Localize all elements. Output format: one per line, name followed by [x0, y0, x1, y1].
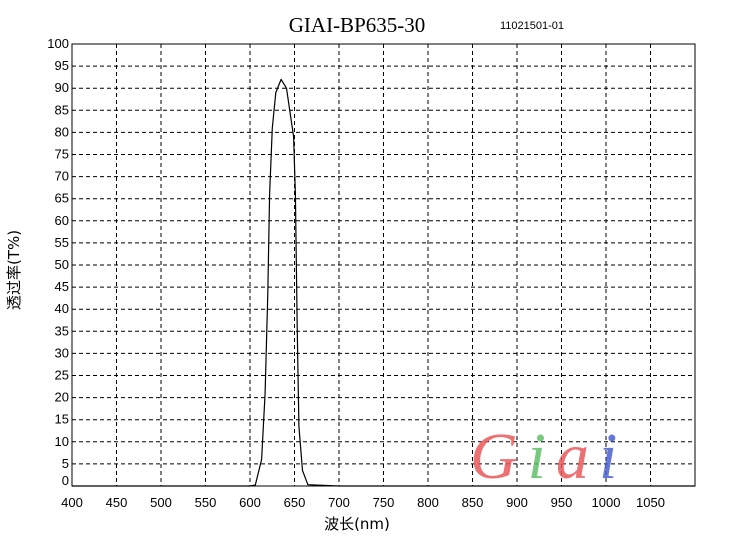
logo-letter: i [599, 420, 627, 493]
y-tick-label: 35 [55, 323, 69, 338]
y-tick-label: 40 [55, 301, 69, 316]
y-axis-label: 透过率(T%) [5, 230, 23, 310]
x-tick-label: 550 [195, 495, 217, 510]
y-tick-label: 95 [55, 58, 69, 73]
x-tick-label: 750 [373, 495, 395, 510]
y-tick-label: 20 [55, 390, 69, 405]
grid [72, 44, 695, 486]
y-tick-label: 80 [55, 124, 69, 139]
y-tick-label: 45 [55, 279, 69, 294]
y-tick-label: 30 [55, 345, 69, 360]
x-tick-label: 650 [284, 495, 306, 510]
x-tick-label: 450 [106, 495, 128, 510]
y-tick-label: 60 [55, 213, 69, 228]
y-tick-label: 70 [55, 169, 69, 184]
x-tick-label: 500 [150, 495, 172, 510]
series [72, 78, 695, 487]
x-tick-label: 700 [328, 495, 350, 510]
logo-letter: G [470, 420, 528, 493]
x-axis-label: 波长(nm) [324, 515, 390, 533]
logo-letter: a [556, 420, 599, 493]
y-tick-label: 25 [55, 368, 69, 383]
y-tick-label: 15 [55, 412, 69, 427]
x-tick-label: 400 [61, 495, 83, 510]
x-tick-label: 900 [506, 495, 528, 510]
y-tick-label: 90 [55, 80, 69, 95]
giai-logo: Giai [470, 420, 627, 493]
y-tick-label: 5 [62, 456, 69, 471]
y-tick-label: 10 [55, 434, 69, 449]
transmission-curve [72, 78, 695, 487]
x-tick-label: 850 [462, 495, 484, 510]
x-tick-label: 800 [417, 495, 439, 510]
chart-title: GIAI-BP635-30 [289, 13, 426, 37]
x-tick-label: 600 [239, 495, 261, 510]
chart-subtitle: 11021501-01 [500, 20, 564, 32]
ticks: 400 450 500 550 600 650 700 750 800 850 900 950 1000… [47, 36, 665, 510]
logo-letter: i [528, 420, 556, 493]
x-tick-label: 1050 [636, 495, 665, 510]
logo-text: Giai [470, 420, 627, 493]
y-tick-label: 0 [62, 473, 69, 488]
y-tick-label: 65 [55, 191, 69, 206]
x-tick-label: 1000 [592, 495, 621, 510]
y-tick-label: 100 [47, 36, 69, 51]
y-tick-label: 50 [55, 257, 69, 272]
y-tick-label: 75 [55, 147, 69, 162]
y-tick-label: 55 [55, 235, 69, 250]
x-tick-label: 950 [551, 495, 573, 510]
y-tick-label: 85 [55, 102, 69, 117]
